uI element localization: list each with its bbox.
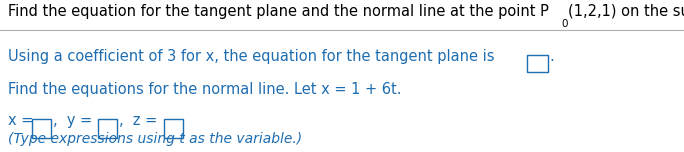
Text: (1,2,1) on the surface 3x: (1,2,1) on the surface 3x <box>568 4 684 19</box>
Text: x =: x = <box>8 113 34 128</box>
Text: ,  z =: , z = <box>119 113 157 128</box>
Text: ,  y =: , y = <box>53 113 92 128</box>
Text: Using a coefficient of 3 for x, the equation for the tangent plane is: Using a coefficient of 3 for x, the equa… <box>8 49 495 64</box>
Text: (Type expressions using t as the variable.): (Type expressions using t as the variabl… <box>8 132 302 146</box>
Text: Find the equations for the normal line. Let x = 1 + 6t.: Find the equations for the normal line. … <box>8 82 402 97</box>
Text: .: . <box>549 49 554 64</box>
Text: Find the equation for the tangent plane and the normal line at the point P: Find the equation for the tangent plane … <box>8 4 549 19</box>
Text: 0: 0 <box>562 19 568 29</box>
